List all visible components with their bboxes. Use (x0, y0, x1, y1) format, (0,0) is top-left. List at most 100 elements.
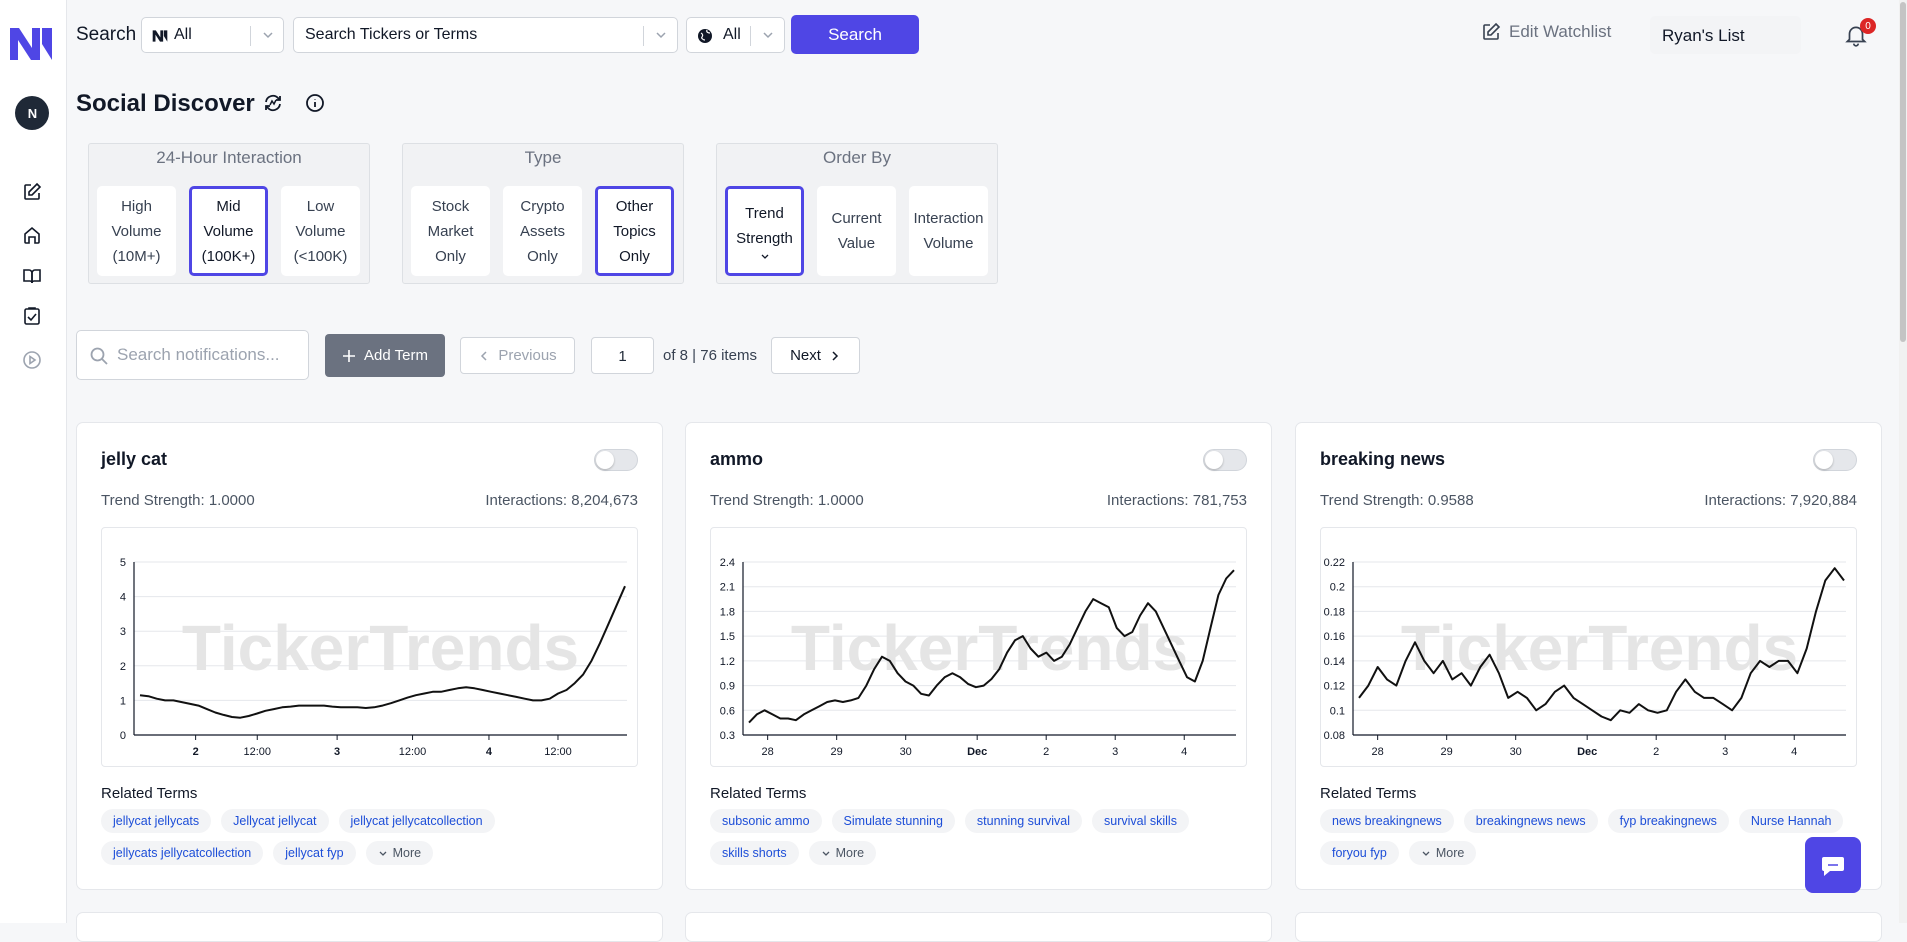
refresh-icon[interactable] (262, 92, 284, 114)
home-icon[interactable] (22, 225, 42, 245)
next-button[interactable]: Next (771, 337, 860, 374)
y-tick-label: 0.16 (1324, 631, 1345, 643)
x-tick-label: 12:00 (243, 746, 271, 758)
filter-option-label: Other (615, 197, 654, 215)
related-term-tag[interactable]: Jellycat jellycat (221, 809, 329, 833)
region-select[interactable]: All (686, 17, 785, 53)
search-button[interactable]: Search (791, 15, 919, 54)
x-tick-label: 28 (762, 746, 774, 758)
previous-button[interactable]: Previous (460, 337, 575, 374)
n-logo-icon[interactable] (8, 24, 54, 64)
previous-label: Previous (498, 347, 557, 364)
related-term-tag[interactable]: breakingnews news (1463, 809, 1598, 833)
filter-option-label: Volume (923, 235, 974, 252)
chat-icon (1822, 857, 1844, 876)
clipboard-check-icon[interactable] (22, 306, 42, 326)
notification-badge: 0 (1860, 18, 1876, 34)
filter-option[interactable]: Stock Market Only (411, 186, 490, 276)
x-tick-label: 2 (193, 746, 199, 758)
trend-strength: Trend Strength: 0.9588 (1320, 492, 1474, 509)
play-circle-icon[interactable] (22, 350, 42, 370)
filter-option-label: Current (831, 210, 882, 227)
x-tick-label: Dec (1577, 746, 1597, 758)
watchlist-select[interactable]: Ryan's List (1650, 16, 1801, 54)
page-title: Social Discover (76, 90, 255, 117)
related-term-tag[interactable]: foryou fyp (1320, 841, 1399, 865)
more-label: More (1435, 846, 1465, 860)
notification-search-input[interactable] (117, 331, 297, 379)
bell-icon[interactable] (1843, 22, 1869, 48)
y-tick-label: 1.5 (720, 631, 735, 643)
related-term-tag[interactable]: Nurse Hannah (1738, 809, 1844, 833)
chevron-left-icon (481, 350, 487, 361)
avatar[interactable]: N (15, 96, 49, 130)
trend-card: jelly cat Trend Strength: 1.0000 Interacti… (76, 422, 663, 890)
related-term-tag[interactable]: jellycats jellycatcollection (101, 841, 264, 865)
x-tick-label: 3 (1112, 746, 1118, 758)
related-term-tag[interactable]: news breakingnews (1320, 809, 1454, 833)
more-label: More (392, 846, 422, 860)
interactions-count: Interactions: 781,753 (1106, 492, 1247, 509)
related-term-tag[interactable]: jellycat jellycats (101, 809, 212, 833)
filter-option[interactable]: Low Volume (<100K) (281, 186, 360, 276)
scrollbar[interactable] (1899, 0, 1907, 923)
chevron-down-icon (656, 32, 666, 39)
related-term-tag[interactable]: Simulate stunning (831, 809, 955, 833)
y-tick-label: 0.08 (1324, 730, 1345, 742)
filter-option[interactable]: Trend Strength (725, 186, 804, 276)
chat-button[interactable] (1805, 837, 1861, 893)
series-line (748, 569, 1235, 724)
edit-icon[interactable] (22, 182, 42, 202)
term-select[interactable]: Search Tickers or Terms (293, 17, 678, 53)
chart-svg: 5 4 3 2 1 0 2 12:00 3 12:00 4 12:00 TickerTrends (120, 557, 627, 758)
more-terms-button[interactable]: More (1408, 841, 1477, 865)
filter-option[interactable]: Other Topics Only (595, 186, 674, 276)
page-number-input[interactable]: 1 (591, 337, 654, 374)
trend-chart: 0.22 0.2 0.18 0.16 0.14 0.12 0.1 0.08 28 29 30 Dec 2… (1320, 527, 1857, 767)
scrollbar-thumb[interactable] (1900, 2, 1906, 342)
card-title: jelly cat (101, 449, 168, 469)
globe-icon (698, 29, 712, 43)
chevron-down-icon (263, 32, 273, 39)
interactions-count: Interactions: 8,204,673 (485, 492, 638, 509)
related-term-tag[interactable]: jellycat jellycatcollection (338, 809, 495, 833)
related-term-tag[interactable]: stunning survival (964, 809, 1083, 833)
filter-option-label: Trend (745, 205, 784, 222)
related-term-tag[interactable]: skills shorts (710, 841, 799, 865)
more-terms-button[interactable]: More (365, 841, 434, 865)
notification-search[interactable] (76, 330, 309, 380)
filter-option[interactable]: Interaction Volume (909, 186, 988, 276)
related-term-tag[interactable]: jellycat fyp (273, 841, 356, 865)
watch-toggle[interactable] (594, 449, 638, 471)
info-icon[interactable] (304, 92, 326, 114)
filter-group: 24-Hour Interaction High Volume (10M+) Mid Vo… (88, 143, 370, 284)
add-term-button[interactable]: Add Term (325, 334, 445, 377)
y-tick-label: 0 (120, 730, 126, 742)
series-line (139, 585, 626, 719)
edit-icon (1483, 22, 1501, 40)
filter-option[interactable]: High Volume (10M+) (97, 186, 176, 276)
edit-watchlist-label: Edit Watchlist (1509, 22, 1612, 41)
chart-watermark: TickerTrends (791, 612, 1188, 684)
source-select[interactable]: All (141, 17, 284, 53)
chart-watermark: TickerTrends (182, 612, 579, 684)
edit-watchlist-button[interactable]: Edit Watchlist (1481, 22, 1611, 42)
related-term-tag[interactable]: fyp breakingnews (1607, 809, 1729, 833)
related-term-tag[interactable]: survival skills (1092, 809, 1189, 833)
y-tick-label: 0.14 (1324, 656, 1345, 668)
filter-option[interactable]: Mid Volume (100K+) (189, 186, 268, 276)
related-terms-list: jellycat jellycats Jellycat jellycat jelly… (101, 809, 646, 865)
chart-svg: 2.4 2.1 1.8 1.5 1.2 0.9 0.6 0.3 28 29 30 Dec 2 3 4 Tick… (720, 557, 1236, 758)
chart-svg: 0.22 0.2 0.18 0.16 0.14 0.12 0.1 0.08 28 29 30 Dec 2… (1324, 557, 1846, 758)
watch-toggle[interactable] (1203, 449, 1247, 471)
x-tick-label: 28 (1372, 746, 1384, 758)
y-tick-label: 1.8 (720, 606, 735, 618)
filter-option[interactable]: Crypto Assets Only (503, 186, 582, 276)
related-terms-label: Related Terms (710, 785, 807, 802)
more-terms-button[interactable]: More (808, 841, 877, 865)
book-icon[interactable] (22, 266, 42, 286)
filter-option-label: (100K+) (201, 247, 256, 265)
related-term-tag[interactable]: subsonic ammo (710, 809, 822, 833)
filter-option[interactable]: Current Value (817, 186, 896, 276)
watch-toggle[interactable] (1813, 449, 1857, 471)
